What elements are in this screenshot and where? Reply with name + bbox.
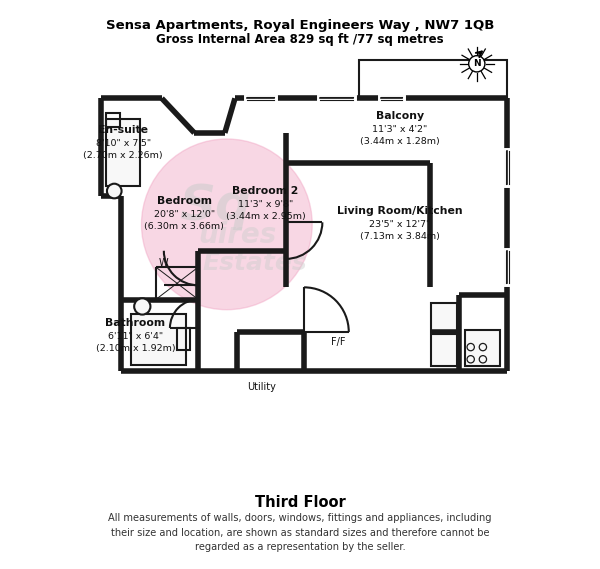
Text: 11'3" x 4'2": 11'3" x 4'2" bbox=[372, 125, 427, 134]
Text: 23'5" x 12'7": 23'5" x 12'7" bbox=[369, 220, 430, 229]
Text: Gross Internal Area 829 sq ft /77 sq metres: Gross Internal Area 829 sq ft /77 sq met… bbox=[156, 33, 444, 46]
Text: Bathroom: Bathroom bbox=[106, 318, 166, 328]
Bar bbox=[431, 303, 457, 366]
Text: 6'11" x 6'4": 6'11" x 6'4" bbox=[108, 332, 163, 341]
Text: 11'3" x 9'8": 11'3" x 9'8" bbox=[238, 200, 293, 209]
Bar bbox=[359, 60, 507, 98]
Bar bbox=[106, 113, 120, 127]
Text: Living Room/Kitchen: Living Room/Kitchen bbox=[337, 206, 463, 216]
Text: N: N bbox=[473, 59, 481, 68]
Text: (7.13m x 3.84m): (7.13m x 3.84m) bbox=[359, 232, 440, 241]
Circle shape bbox=[142, 139, 312, 310]
Text: Sensa Apartments, Royal Engineers Way , NW7 1QB: Sensa Apartments, Royal Engineers Way , … bbox=[106, 19, 494, 32]
Text: 20'8" x 12'0": 20'8" x 12'0" bbox=[154, 210, 215, 219]
Text: Third Floor: Third Floor bbox=[254, 495, 346, 510]
Circle shape bbox=[134, 298, 151, 315]
Text: (2.70m x 2.26m): (2.70m x 2.26m) bbox=[83, 151, 163, 160]
Text: (3.44m x 1.28m): (3.44m x 1.28m) bbox=[359, 137, 439, 146]
Text: uires: uires bbox=[198, 221, 276, 249]
Text: W: W bbox=[159, 258, 169, 268]
Text: Utility: Utility bbox=[247, 382, 276, 392]
Text: Estates: Estates bbox=[203, 251, 308, 275]
Text: Sq: Sq bbox=[179, 182, 251, 230]
Bar bbox=[106, 119, 140, 185]
Bar bbox=[131, 314, 186, 365]
Bar bbox=[464, 330, 500, 366]
Circle shape bbox=[469, 56, 485, 72]
Text: (6.30m x 3.66m): (6.30m x 3.66m) bbox=[144, 222, 224, 231]
Circle shape bbox=[107, 184, 122, 199]
Text: (3.44m x 2.95m): (3.44m x 2.95m) bbox=[226, 212, 305, 221]
Text: Balcony: Balcony bbox=[376, 111, 424, 121]
Bar bbox=[177, 328, 190, 351]
Text: 8'10" x 7'5": 8'10" x 7'5" bbox=[95, 139, 151, 148]
Text: Bedroom 2: Bedroom 2 bbox=[232, 186, 299, 196]
Text: En-suite: En-suite bbox=[98, 125, 148, 135]
Text: Bedroom: Bedroom bbox=[157, 196, 212, 206]
Text: All measurements of walls, doors, windows, fittings and appliances, including
th: All measurements of walls, doors, window… bbox=[108, 513, 492, 552]
Text: F/F: F/F bbox=[331, 337, 346, 347]
Text: (2.10m x 1.92m): (2.10m x 1.92m) bbox=[95, 344, 175, 353]
